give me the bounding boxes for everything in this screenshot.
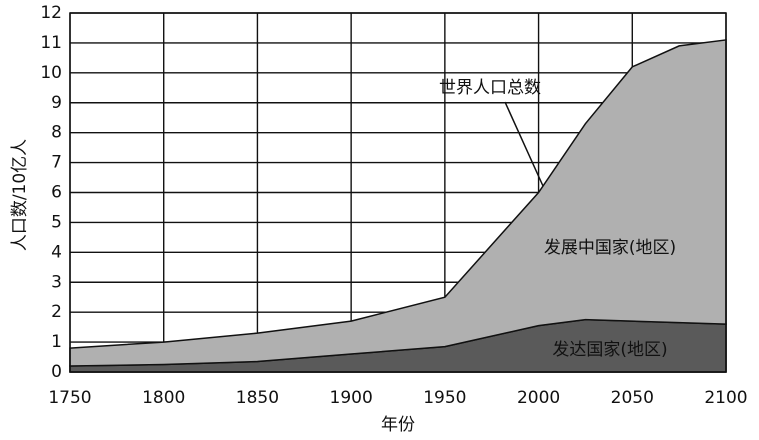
areas bbox=[69, 39, 727, 373]
y-tick-label: 5 bbox=[51, 212, 62, 232]
annotation-leader bbox=[504, 101, 544, 187]
x-tick-label: 1850 bbox=[236, 388, 279, 408]
x-tick-label: 2050 bbox=[611, 388, 654, 408]
y-tick-label: 10 bbox=[40, 63, 62, 83]
series-label: 发达国家(地区) bbox=[552, 340, 667, 360]
y-tick-label: 8 bbox=[51, 123, 62, 143]
x-tick-label: 1800 bbox=[142, 388, 185, 408]
y-tick-label: 7 bbox=[51, 153, 62, 173]
series-label: 发展中国家(地区) bbox=[544, 238, 676, 258]
y-tick-label: 4 bbox=[51, 242, 62, 262]
y-tick-label: 3 bbox=[51, 272, 62, 292]
plot-frame bbox=[69, 12, 727, 373]
y-tick-label: 11 bbox=[40, 33, 62, 53]
y-tick-label: 6 bbox=[51, 183, 62, 203]
x-tick-label: 2100 bbox=[704, 388, 747, 408]
y-tick-label: 0 bbox=[51, 362, 62, 382]
y-tick-label: 2 bbox=[51, 302, 62, 322]
area bbox=[69, 39, 727, 367]
annotation: 世界人口总数 bbox=[439, 78, 541, 98]
x-axis-label: 年份 bbox=[381, 415, 415, 435]
x-tick-label: 1950 bbox=[423, 388, 466, 408]
y-tick-label: 1 bbox=[51, 332, 62, 352]
y-axis-label: 人口数/10亿人 bbox=[10, 139, 30, 251]
x-tick-label: 2000 bbox=[517, 388, 560, 408]
y-tick-label: 9 bbox=[51, 93, 62, 113]
y-tick-label: 12 bbox=[40, 3, 62, 23]
x-tick-label: 1900 bbox=[330, 388, 373, 408]
x-tick-label: 1750 bbox=[48, 388, 91, 408]
